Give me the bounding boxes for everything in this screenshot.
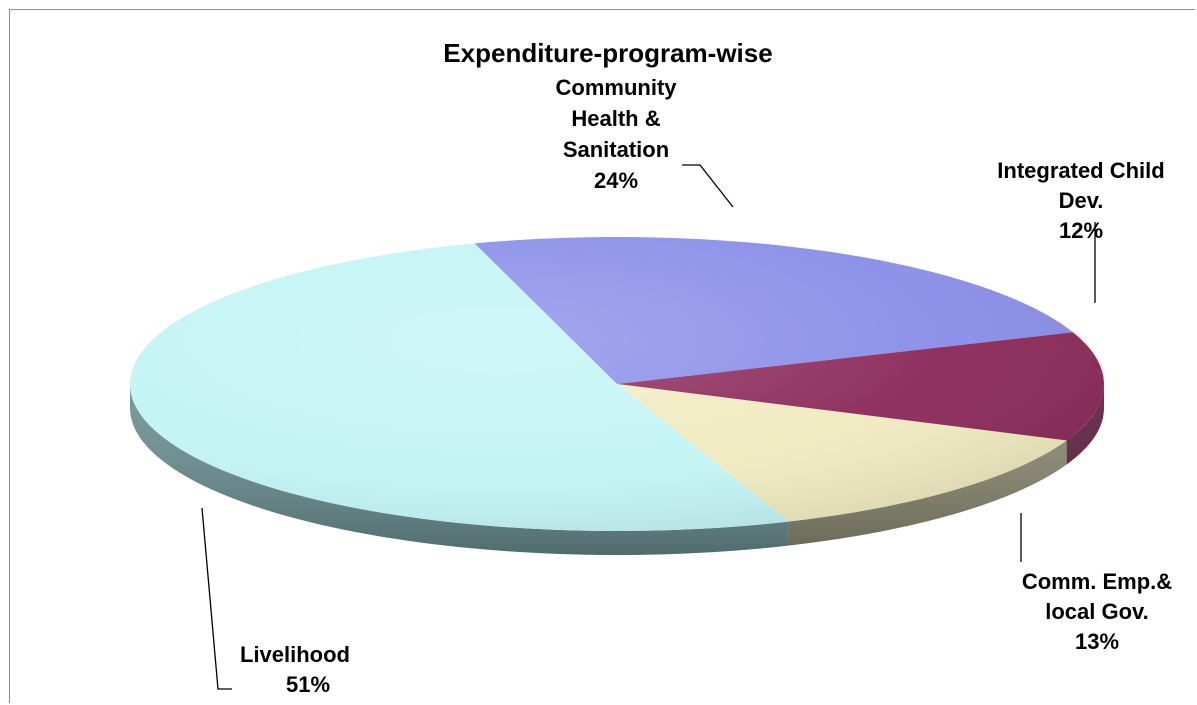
data-label-line: Health & xyxy=(571,106,660,131)
pie-slices xyxy=(130,236,1104,531)
data-label-percent: 51% xyxy=(286,672,330,697)
data-label-line: local Gov. xyxy=(1045,599,1149,624)
data-label-percent: 24% xyxy=(594,168,638,193)
data-label-line: Integrated Child xyxy=(997,158,1164,183)
chart-frame xyxy=(9,9,1195,703)
data-label-integrated-child-dev: Integrated Child Dev. 12% xyxy=(997,158,1164,243)
data-label-line: Livelihood xyxy=(240,642,350,667)
leader-lines xyxy=(201,164,1096,690)
data-label-livelihood: Livelihood 51% xyxy=(240,642,350,697)
leader-line-livelihood xyxy=(201,507,232,690)
data-labels: Community Health & Sanitation 24% Integrated… xyxy=(240,75,1172,697)
data-label-line: Dev. xyxy=(1059,188,1104,213)
data-label-comm-emp-local-gov: Comm. Emp.& local Gov. 13% xyxy=(1022,569,1172,654)
data-label-line: Comm. Emp.& xyxy=(1022,569,1172,594)
data-label-community-health-sanitation: Community Health & Sanitation 24% xyxy=(556,75,678,193)
data-label-percent: 13% xyxy=(1075,629,1119,654)
pie-sides xyxy=(130,384,1104,555)
leader-line-community-health-sanitation xyxy=(682,164,734,208)
data-label-line: Sanitation xyxy=(563,137,669,162)
pie-rim-shade xyxy=(130,384,1104,555)
data-label-line: Community xyxy=(556,75,678,100)
data-label-percent: 12% xyxy=(1059,218,1103,243)
chart-title: Expenditure-program-wise xyxy=(443,38,772,68)
pie-top-shade xyxy=(130,237,1104,531)
